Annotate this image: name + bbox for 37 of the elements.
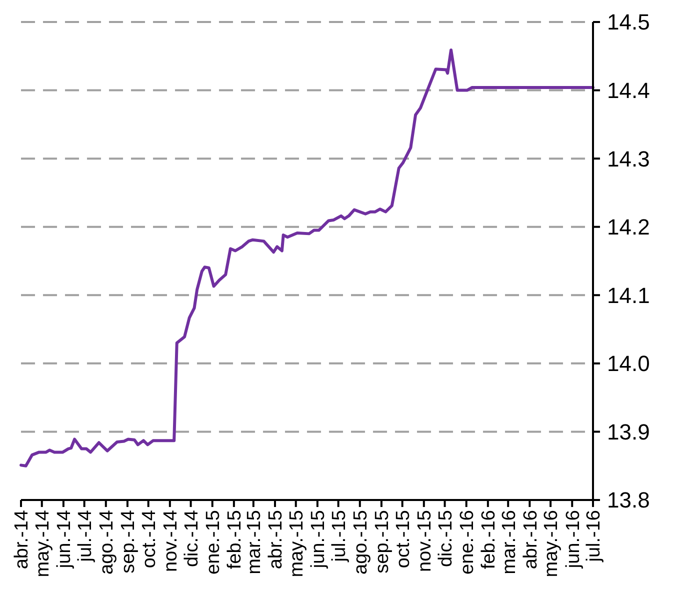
x-tick-label: ago.-14 — [96, 510, 118, 574]
y-tick-label: 13.9 — [607, 419, 650, 444]
y-tick-label: 13.8 — [607, 488, 650, 513]
x-tick-label: feb.-16 — [478, 510, 500, 570]
x-tick-label: dic.-14 — [181, 510, 202, 568]
y-tick-label: 14.0 — [607, 351, 650, 376]
x-tick-label: ago.-15 — [350, 510, 372, 574]
x-tick-label: jul.-16 — [584, 510, 605, 563]
y-tick-label: 14.3 — [607, 146, 650, 172]
x-tick-label: sep.-15 — [372, 510, 394, 574]
x-tick-label: jun.-14 — [54, 510, 76, 570]
line-series — [20, 48, 594, 468]
x-tick-label: abr.-15 — [266, 510, 287, 570]
x-tick-label: abr.-14 — [12, 510, 33, 570]
y-tick-label: 14.1 — [607, 282, 650, 308]
x-tick-label: jul.-14 — [74, 510, 96, 563]
x-tick-label: oct.-14 — [138, 510, 160, 568]
x-tick-label: oct.-15 — [392, 510, 414, 568]
y-tick-label: 14.4 — [607, 78, 650, 103]
x-tick-label: jul.-15 — [328, 510, 350, 563]
x-tick-label: sep.-14 — [118, 510, 140, 574]
x-tick-label: abr.-16 — [520, 510, 542, 570]
x-tick-label: jun.-15 — [308, 510, 330, 570]
x-tick-label: ene.-16 — [457, 510, 478, 574]
x-tick-label: mar.-15 — [244, 510, 266, 574]
x-tick-label: jun.-16 — [562, 510, 584, 570]
x-tick-label: mar.-16 — [498, 510, 520, 574]
x-tick-label: ene.-15 — [203, 510, 224, 574]
x-tick-label: may.-16 — [541, 510, 562, 578]
y-tick-label: 14.5 — [607, 10, 650, 35]
x-tick-label: feb.-15 — [224, 510, 246, 570]
x-tick-label: dic.-15 — [435, 510, 456, 568]
x-tick-label: may.-14 — [32, 510, 54, 578]
x-tick-label: may.-15 — [286, 510, 308, 578]
x-tick-label: nov.-14 — [160, 510, 182, 572]
x-tick-label: nov.-15 — [414, 510, 436, 572]
y-tick-label: 14.2 — [607, 214, 650, 240]
